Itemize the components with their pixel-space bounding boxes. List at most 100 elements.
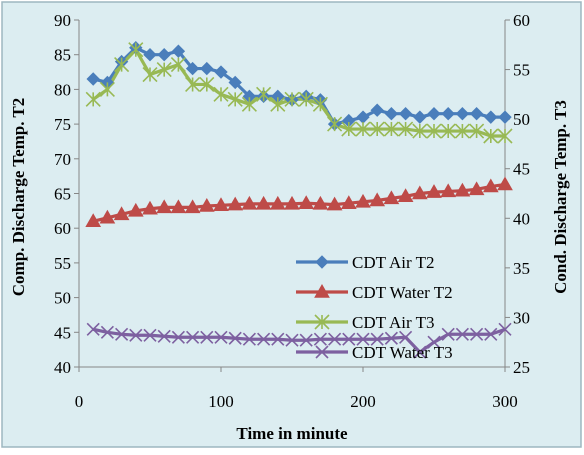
data-point-cdt-air-t3: [256, 86, 272, 102]
data-point-cdt-air-t2: [484, 110, 498, 124]
data-point-cdt-water-t2: [255, 195, 272, 210]
data-point-cdt-water-t2: [127, 202, 144, 217]
y-left-tick-label: 90: [54, 11, 71, 30]
data-point-cdt-water-t3: [200, 330, 214, 344]
y-right-tick-label: 35: [513, 259, 530, 278]
data-point-cdt-air-t3: [469, 123, 485, 139]
legend-label: CDT Air T2: [352, 253, 435, 272]
data-point-cdt-air-t3: [170, 57, 186, 73]
data-point-cdt-water-t3: [356, 332, 370, 346]
data-point-cdt-air-t3: [341, 121, 357, 137]
data-point-cdt-air-t3: [312, 96, 328, 112]
data-point-cdt-air-t3: [128, 42, 144, 58]
data-point-cdt-water-t3: [271, 332, 285, 346]
data-point-cdt-water-t3: [157, 329, 171, 343]
data-point-cdt-water-t2: [482, 178, 499, 193]
data-point-cdt-water-t2: [184, 199, 201, 214]
legend-label: CDT Air T3: [352, 313, 435, 332]
data-point-cdt-water-t2: [397, 188, 414, 203]
y-left-tick-label: 85: [54, 46, 71, 65]
data-point-cdt-water-t2: [312, 195, 329, 210]
data-point-cdt-water-t3: [370, 332, 384, 346]
data-point-cdt-water-t2: [227, 196, 244, 211]
y-right-tick-label: 55: [513, 61, 530, 80]
data-point-cdt-water-t2: [113, 206, 130, 221]
data-point-cdt-water-t3: [186, 330, 200, 344]
legend-marker-cdt-air-t2: [315, 255, 329, 269]
data-point-cdt-water-t3: [86, 322, 100, 336]
data-point-cdt-air-t3: [284, 91, 300, 107]
data-point-cdt-air-t2: [185, 61, 200, 76]
data-point-cdt-water-t2: [142, 200, 158, 215]
tick-labels: 40 45 50 55 60 65 70 75 80 85 90 25 30 35 40 45 50 55 60 0 1…: [54, 11, 530, 411]
data-point-cdt-air-t3: [114, 57, 130, 73]
data-point-cdt-water-t2: [85, 213, 102, 228]
data-point-cdt-air-t3: [241, 96, 257, 112]
data-point-cdt-water-t2: [99, 209, 116, 224]
data-point-cdt-water-t3: [342, 332, 356, 346]
data-point-cdt-air-t3: [327, 116, 343, 132]
y-right-tick-label: 60: [513, 11, 530, 30]
data-point-cdt-air-t2: [171, 44, 186, 58]
axes: [74, 19, 510, 372]
y-left-tick-label: 65: [54, 185, 71, 204]
legend-marker-cdt-air-t3: [314, 314, 330, 330]
series-markers: [85, 41, 513, 359]
data-point-cdt-water-t2: [269, 195, 286, 210]
y-left-tick-label: 75: [54, 115, 71, 134]
data-point-cdt-water-t2: [411, 185, 428, 200]
data-point-cdt-water-t2: [340, 195, 357, 209]
y-right-tick-label: 50: [513, 110, 530, 129]
y-right-tick-label: 40: [513, 209, 530, 228]
data-point-cdt-water-t2: [454, 182, 471, 197]
data-point-cdt-water-t2: [298, 195, 315, 209]
data-point-cdt-air-t2: [469, 106, 484, 121]
x-axis-label: Time in minute: [236, 424, 348, 443]
data-point-cdt-water-t3: [100, 325, 114, 339]
legend: CDT Air T2 CDT Water T2 CDT Air T3 CDT Wate…: [296, 253, 453, 362]
y-right-tick-label: 25: [513, 358, 530, 377]
data-point-cdt-air-t3: [156, 62, 172, 78]
data-point-cdt-air-t3: [142, 66, 158, 83]
data-point-cdt-air-t2: [370, 103, 384, 117]
data-point-cdt-water-t3: [214, 330, 228, 344]
data-point-cdt-water-t3: [328, 332, 342, 346]
data-point-cdt-water-t3: [399, 330, 413, 344]
data-point-cdt-air-t2: [498, 110, 512, 124]
x-tick-label: 200: [350, 392, 376, 411]
y-left-tick-label: 60: [54, 219, 71, 238]
y-right-tick-label: 45: [513, 160, 530, 179]
data-point-cdt-water-t2: [213, 197, 229, 212]
data-point-cdt-air-t3: [497, 128, 513, 144]
data-point-cdt-water-t2: [468, 181, 485, 196]
data-point-cdt-water-t3: [427, 335, 441, 349]
data-point-cdt-air-t3: [298, 91, 314, 107]
data-point-cdt-water-t3: [441, 327, 455, 341]
data-point-cdt-water-t3: [498, 322, 512, 336]
data-point-cdt-water-t3: [484, 327, 498, 341]
data-point-cdt-water-t3: [470, 327, 484, 341]
data-point-cdt-water-t2: [156, 199, 173, 214]
data-point-cdt-air-t2: [413, 110, 427, 124]
data-point-cdt-water-t2: [426, 184, 442, 198]
data-point-cdt-air-t2: [427, 106, 441, 121]
data-point-cdt-air-t3: [213, 86, 229, 102]
data-point-cdt-water-t3: [384, 331, 398, 345]
data-point-cdt-water-t2: [355, 193, 371, 208]
data-point-cdt-air-t3: [99, 81, 115, 97]
data-point-cdt-water-t2: [326, 196, 343, 211]
data-point-cdt-air-t3: [185, 76, 201, 93]
data-point-cdt-water-t3: [228, 331, 242, 345]
data-point-cdt-air-t3: [369, 121, 385, 137]
data-point-cdt-air-t3: [355, 121, 371, 137]
data-point-cdt-air-t2: [214, 65, 228, 79]
data-point-cdt-water-t3: [129, 328, 143, 342]
data-point-cdt-air-t3: [85, 91, 101, 107]
y-left-tick-label: 45: [54, 323, 71, 342]
data-point-cdt-water-t3: [299, 333, 313, 347]
data-point-cdt-air-t2: [200, 61, 214, 76]
data-point-cdt-water-t3: [143, 328, 157, 342]
data-point-cdt-air-t3: [454, 123, 470, 139]
